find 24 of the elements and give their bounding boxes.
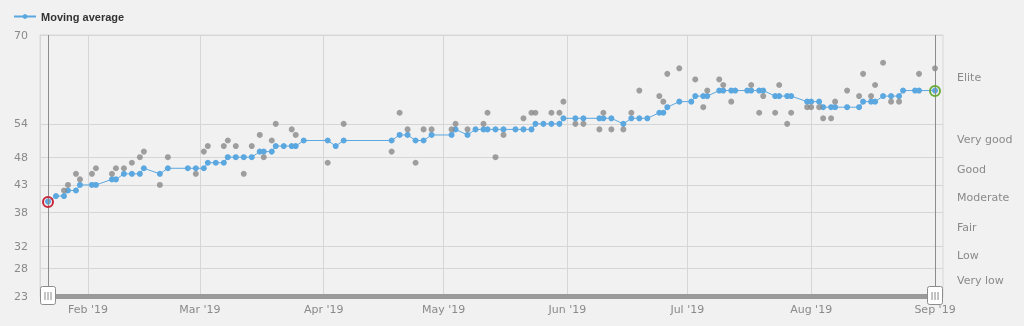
y-tick-label: 28: [14, 261, 28, 275]
text: Elite: [957, 71, 982, 85]
text: Moderate: [957, 190, 1010, 204]
x-tick-label: Mar '19: [179, 303, 221, 316]
x-tick-label: Aug '19: [790, 303, 833, 316]
legend-label: Moving average: [41, 10, 125, 23]
y-tick-label: 32: [14, 239, 28, 253]
x-tick-label: May '19: [421, 303, 466, 316]
x-tick-label: Jul '19: [669, 303, 705, 316]
y-tick-label: 23: [14, 289, 28, 303]
text: Good: [957, 163, 986, 177]
y-tick-label: 43: [14, 178, 28, 192]
text: Fair: [957, 221, 978, 235]
y-tick-label: 38: [14, 206, 28, 220]
x-tick-label: Apr '19: [303, 303, 344, 316]
y-tick-label: 54: [14, 117, 28, 131]
x-tick-label: Sep '19: [914, 303, 956, 316]
text: Low: [957, 249, 979, 263]
x-tick-label: Jun '19: [547, 303, 587, 316]
text: Very low: [957, 274, 1004, 288]
y-tick-label: 48: [14, 150, 28, 164]
y-tick-label: 70: [14, 28, 28, 42]
text: Very good: [957, 132, 1013, 146]
x-tick-label: Feb '19: [67, 303, 108, 316]
